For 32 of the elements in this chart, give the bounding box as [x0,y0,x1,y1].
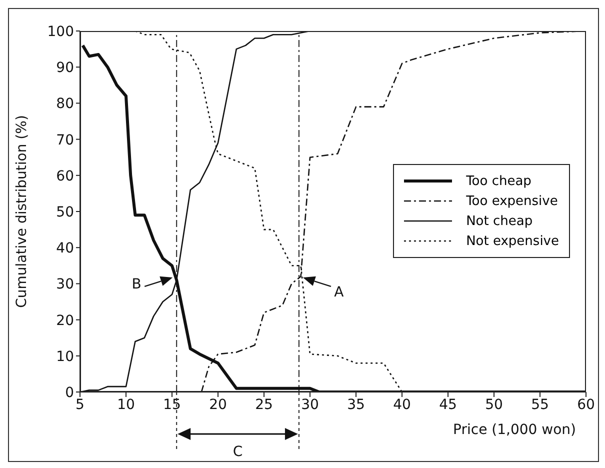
y-tick-label: 10 [56,348,74,365]
y-tick-label: 70 [56,132,74,148]
y-tick-label: 50 [56,204,74,220]
y-tick-label: 0 [65,384,74,401]
y-tick-label: 60 [56,168,74,184]
y-tick-label: 90 [56,60,74,76]
annotation: A [334,284,344,300]
legend-label: Too cheap [466,174,532,188]
x-tick-label: 20 [209,396,227,413]
x-tick-label: 10 [117,396,135,413]
x-axis-title: Price (1,000 won) [453,422,576,438]
y-tick-label: 20 [56,312,74,329]
annotation: B [132,276,142,292]
x-tick-label: 55 [531,396,549,413]
y-tick-label: 40 [56,240,74,257]
legend-label: Not cheap [466,214,533,228]
y-axis-title: Cumulative distribution (%) [14,115,30,308]
x-tick-label: 50 [485,396,503,413]
x-tick-label: 60 [577,396,595,413]
legend-label: Too expensive [466,194,558,208]
x-tick-label: 40 [393,396,411,413]
text: C [232,444,243,460]
x-tick-label: 35 [347,396,365,413]
x-tick-label: 25 [255,396,273,413]
y-tick-label: 100 [47,24,74,40]
x-tick-label: 30 [301,396,319,413]
x-tick-label: 45 [439,396,457,413]
x-tick-label: 15 [163,396,181,413]
x-tick-label: 5 [76,396,84,413]
y-tick-label: 80 [56,96,74,112]
legend-label: Not expensive [466,234,559,248]
y-tick-label: 30 [56,276,74,293]
